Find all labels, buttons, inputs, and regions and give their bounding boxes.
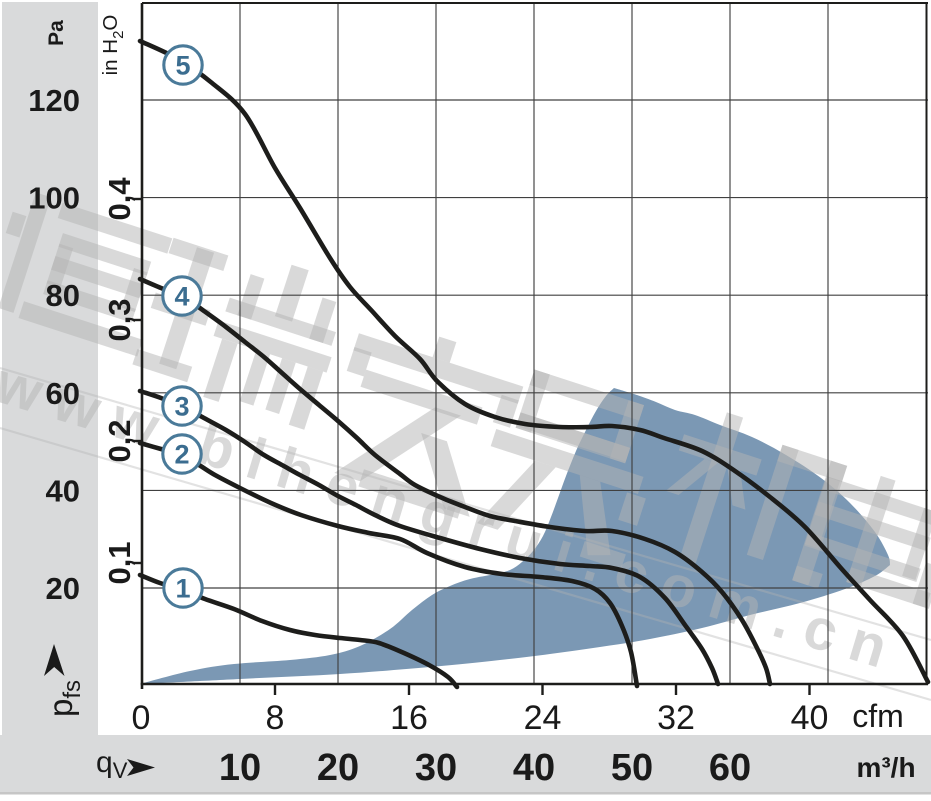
svg-text:8: 8 xyxy=(266,699,285,737)
svg-text:0,3: 0,3 xyxy=(102,298,137,341)
svg-text:100: 100 xyxy=(28,181,80,216)
svg-text:0,2: 0,2 xyxy=(102,419,137,462)
svg-text:0,4: 0,4 xyxy=(102,177,137,221)
svg-text:30: 30 xyxy=(415,747,457,789)
svg-text:20: 20 xyxy=(46,571,80,606)
svg-text:32: 32 xyxy=(657,699,695,737)
svg-text:80: 80 xyxy=(46,278,80,313)
svg-text:16: 16 xyxy=(390,699,428,737)
svg-text:60: 60 xyxy=(46,376,80,411)
svg-text:0: 0 xyxy=(132,699,151,737)
svg-text:m³/h: m³/h xyxy=(856,752,915,783)
svg-text:40: 40 xyxy=(791,699,829,737)
svg-text:120: 120 xyxy=(28,83,80,118)
svg-text:Pa: Pa xyxy=(45,20,68,46)
svg-text:40: 40 xyxy=(46,473,80,508)
svg-text:50: 50 xyxy=(611,747,653,789)
svg-text:3: 3 xyxy=(174,392,189,422)
svg-text:cfm: cfm xyxy=(852,698,904,734)
svg-text:1: 1 xyxy=(175,574,190,604)
svg-text:2: 2 xyxy=(174,440,189,470)
svg-text:4: 4 xyxy=(174,282,189,312)
svg-text:40: 40 xyxy=(513,747,555,789)
svg-text:5: 5 xyxy=(175,51,190,81)
svg-text:10: 10 xyxy=(219,747,261,789)
svg-text:24: 24 xyxy=(524,699,562,737)
svg-text:20: 20 xyxy=(317,747,359,789)
svg-text:60: 60 xyxy=(709,747,751,789)
svg-text:0,1: 0,1 xyxy=(102,541,137,584)
